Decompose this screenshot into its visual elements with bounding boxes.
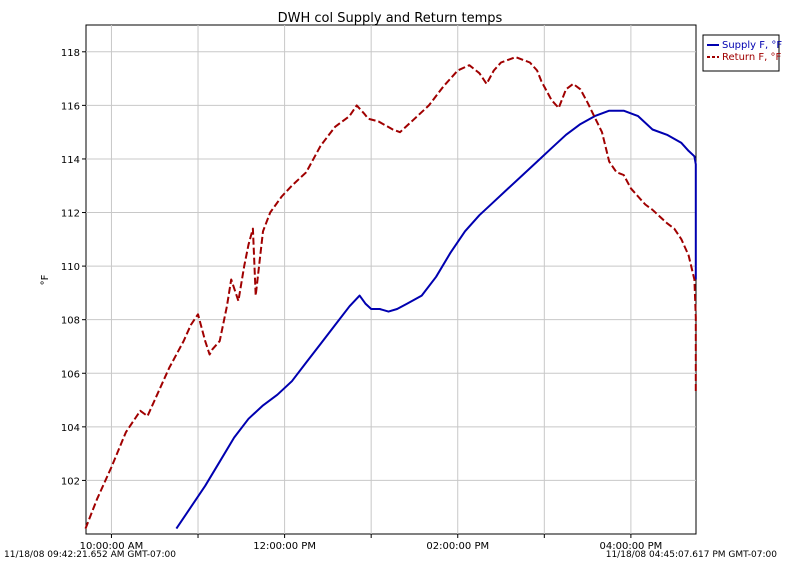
x-start-timestamp: 11/18/08 09:42:21.652 AM GMT-07:00 xyxy=(4,550,176,560)
legend-label: Supply F, °F xyxy=(722,40,782,51)
y-axis: 102 104 106 108 110 112 114 116 118 xyxy=(61,48,86,487)
x-tick-label: 10:00:00 AM xyxy=(80,541,144,552)
x-tick-label: 04:00:00 PM xyxy=(600,541,663,552)
y-tick-label: 104 xyxy=(61,423,80,434)
chart-title: DWH col Supply and Return temps xyxy=(278,11,503,26)
x-end-timestamp: 11/18/08 04:45:07.617 PM GMT-07:00 xyxy=(606,550,778,560)
y-tick-label: 108 xyxy=(61,316,80,327)
legend-label: Return F, °F xyxy=(722,52,781,63)
series-line-supply xyxy=(175,109,697,530)
grid-lines xyxy=(86,25,696,534)
legend-box xyxy=(702,34,780,72)
y-tick-label: 106 xyxy=(61,369,80,380)
y-tick-label: 118 xyxy=(61,48,80,59)
y-tick-label: 112 xyxy=(61,209,80,220)
y-tick-label: 114 xyxy=(61,155,80,166)
y-tick-label: 116 xyxy=(61,101,80,112)
x-tick-label: 12:00:00 PM xyxy=(253,541,316,552)
y-tick-label: 102 xyxy=(61,476,80,487)
y-tick-label: 110 xyxy=(61,262,80,273)
x-tick-label: 02:00:00 PM xyxy=(426,541,489,552)
series-layer xyxy=(84,56,697,530)
y-axis-label: °F xyxy=(40,274,51,285)
series-line-return xyxy=(84,56,697,529)
x-axis: 10:00:00 AM 12:00:00 PM 02:00:00 PM 04:00:0… xyxy=(80,534,663,552)
